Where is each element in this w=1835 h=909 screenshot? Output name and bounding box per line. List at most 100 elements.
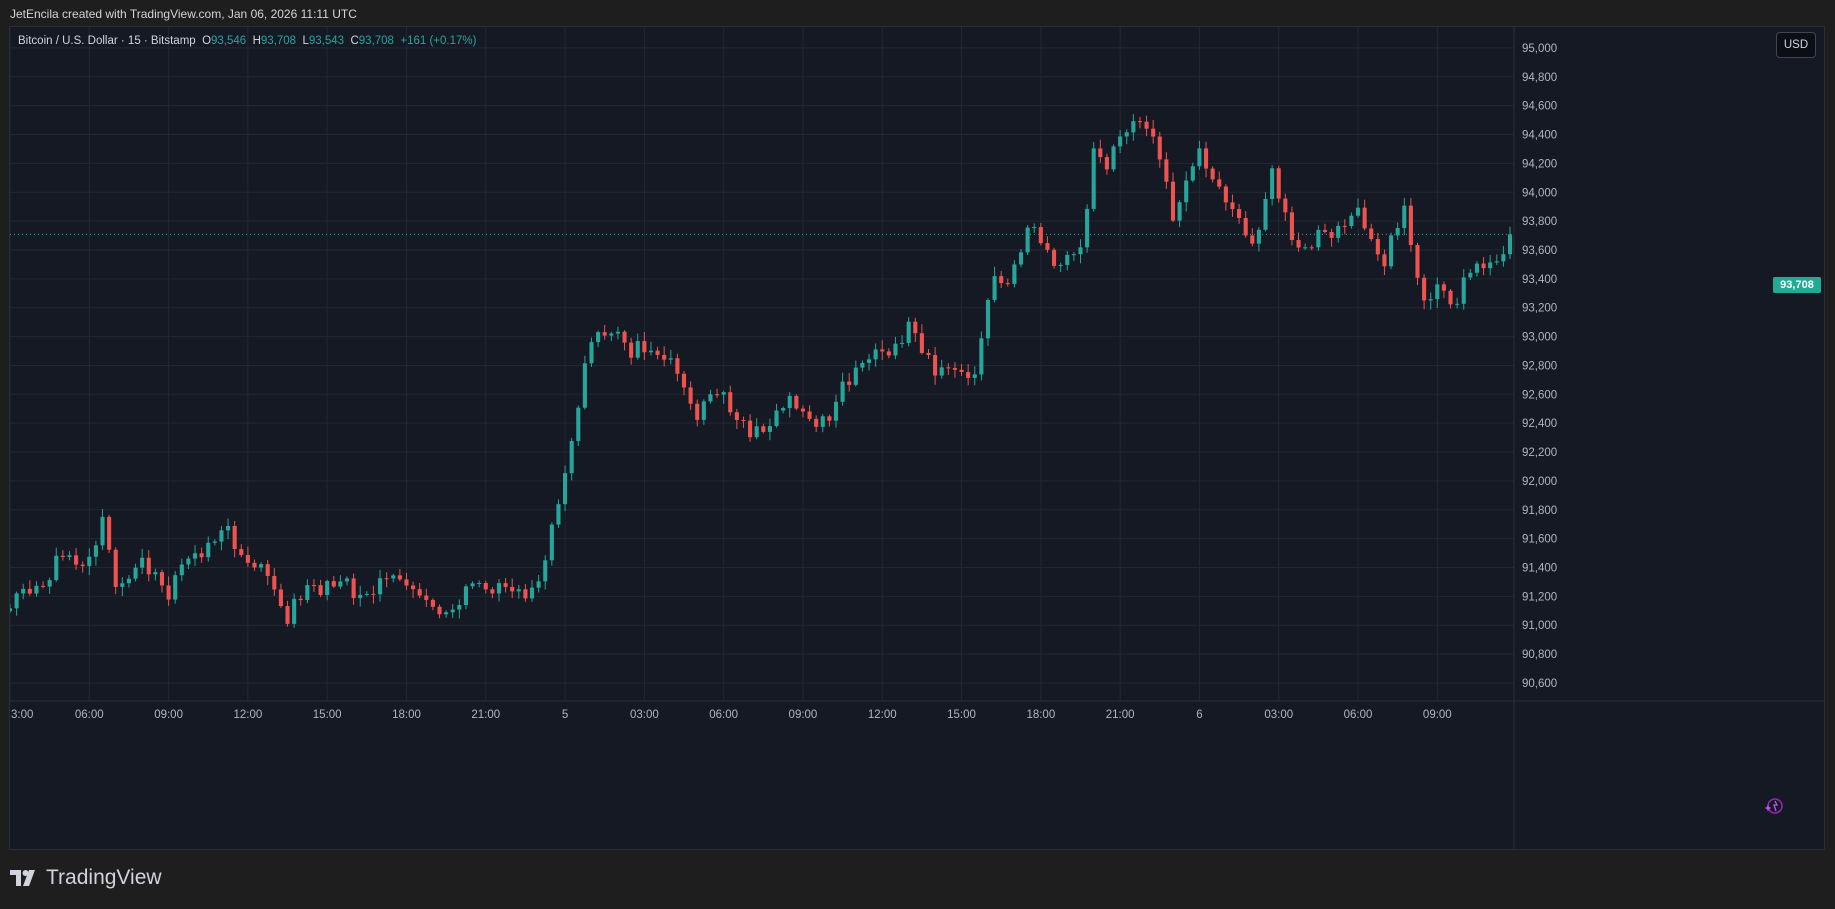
candle-body <box>1018 252 1024 265</box>
candle <box>510 578 515 599</box>
candle-body <box>305 585 310 600</box>
candle-body <box>463 586 468 605</box>
candle <box>1104 153 1109 175</box>
candle-body <box>1071 254 1076 256</box>
candle <box>1177 200 1182 228</box>
candle <box>807 405 812 422</box>
candle-body <box>325 581 330 595</box>
candlestick-chart[interactable]: 90,600 90,800 91,000 91,200 91,400 91,600 91,8… <box>10 27 1825 850</box>
candle <box>939 359 944 379</box>
candle-body <box>318 585 323 595</box>
candle <box>1349 212 1354 229</box>
candle-body <box>966 372 971 378</box>
tradingview-logo[interactable]: TradingView <box>10 866 162 890</box>
candle <box>74 548 79 570</box>
candle <box>212 539 217 546</box>
x-tick-label: 6 <box>1196 709 1202 721</box>
candle-body <box>1316 229 1321 248</box>
chart-caption: JetEncila created with TradingView.com, … <box>10 7 357 21</box>
y-tick-label: 94,800 <box>1522 72 1557 84</box>
x-tick-label: 15:00 <box>947 709 976 721</box>
candle-body <box>695 403 700 420</box>
candle <box>523 584 528 602</box>
candle <box>1455 297 1460 309</box>
candle <box>880 340 885 360</box>
candle-body <box>767 426 772 432</box>
candle <box>985 298 991 347</box>
candle-body <box>1052 249 1057 266</box>
candle-body <box>1184 180 1189 203</box>
candle-body <box>120 583 125 587</box>
candle <box>622 330 627 351</box>
candle <box>1289 206 1294 246</box>
candle <box>1091 141 1096 212</box>
candle-body <box>1369 228 1374 240</box>
candle-body <box>635 341 640 358</box>
chart-area[interactable]: 90,600 90,800 91,000 91,200 91,400 91,600 91,8… <box>9 26 1825 850</box>
candle <box>140 549 145 575</box>
candle <box>609 331 614 342</box>
candle <box>1124 129 1129 145</box>
x-tick-label: 18:00 <box>1026 709 1055 721</box>
candle-body <box>344 578 350 582</box>
candle <box>794 394 799 411</box>
x-tick-label: 06:00 <box>709 709 738 721</box>
candle-body <box>391 575 396 579</box>
candle <box>1336 221 1341 243</box>
sparkle-assistant-icon[interactable] <box>1762 795 1784 817</box>
candle-body <box>80 564 85 567</box>
candle-body <box>1098 148 1103 158</box>
candle-body <box>1230 202 1235 210</box>
candle <box>972 366 977 386</box>
currency-button[interactable]: USD <box>1776 32 1816 58</box>
candle-body <box>417 589 422 596</box>
candle <box>133 563 138 582</box>
candle <box>1065 250 1070 271</box>
candle <box>351 573 356 605</box>
candle-body <box>734 412 739 420</box>
candle-body <box>226 525 231 531</box>
candle-body <box>721 392 726 395</box>
candle-body <box>893 343 898 356</box>
candle-body <box>206 542 211 558</box>
candle <box>761 423 766 434</box>
candle-body <box>800 408 805 412</box>
candle <box>457 599 462 619</box>
candle <box>1078 239 1083 264</box>
candle <box>966 364 971 386</box>
candle-body <box>926 352 931 356</box>
candle <box>1415 242 1420 286</box>
candle <box>206 536 211 562</box>
candle <box>1481 257 1486 276</box>
candle <box>285 600 290 627</box>
candle-body <box>1402 205 1407 228</box>
candle-body <box>1065 254 1070 265</box>
candle <box>503 577 508 593</box>
candle-body <box>933 355 938 376</box>
x-tick-label: 12:00 <box>233 709 262 721</box>
symbol-label[interactable]: Bitcoin / U.S. Dollar · 15 · Bitstamp <box>18 35 196 47</box>
candle-body <box>853 367 858 385</box>
candle-body <box>252 562 257 568</box>
x-tick-label: 09:00 <box>154 709 183 721</box>
candle <box>668 349 673 365</box>
candle <box>695 399 700 427</box>
candle-body <box>959 369 964 373</box>
candle-body <box>662 354 667 360</box>
candle <box>444 610 449 618</box>
candle <box>120 577 125 597</box>
candle-body <box>384 578 389 580</box>
y-tick-label: 91,800 <box>1522 505 1557 517</box>
candle <box>463 584 468 610</box>
candle-body <box>74 555 79 565</box>
candle-body <box>629 342 634 358</box>
candle <box>933 347 938 385</box>
candle-body <box>1038 227 1043 244</box>
candle <box>1322 223 1328 234</box>
candle <box>1217 171 1222 190</box>
candle-body <box>906 321 911 343</box>
candle-body <box>675 358 680 374</box>
candle-body <box>311 585 317 587</box>
candle <box>338 575 343 589</box>
y-tick-label: 94,400 <box>1522 130 1557 142</box>
